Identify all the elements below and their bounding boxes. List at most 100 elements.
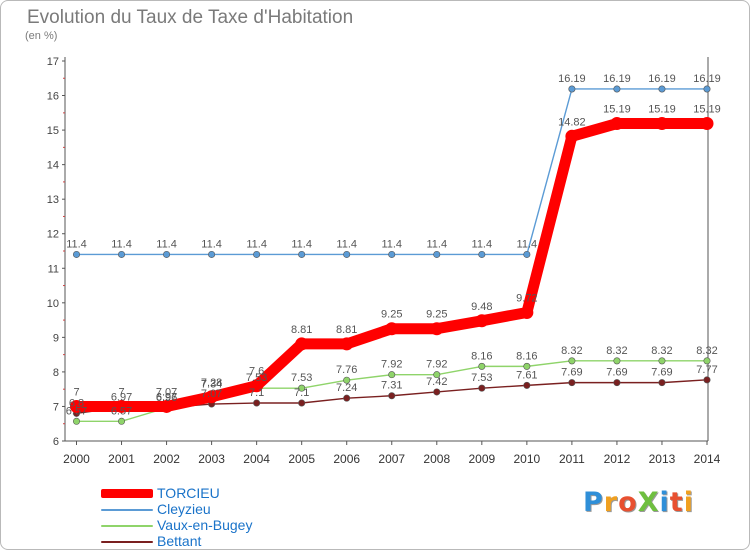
y-tick-label: 10 (47, 298, 59, 310)
data-label-torcieu: 9.72 (516, 292, 537, 304)
data-label-cleyzieu: 16.19 (603, 73, 631, 85)
data-label-torcieu: 15.19 (648, 104, 676, 116)
data-label-bettant: 6.8 (69, 397, 84, 409)
data-label-cleyzieu: 11.4 (201, 238, 222, 250)
data-label-torcieu: 8.81 (336, 324, 357, 336)
data-label-bettant: 7.53 (471, 372, 492, 384)
data-label-vaux-en-bugey: 7.53 (291, 372, 312, 384)
data-point-vaux-en-bugey (388, 371, 396, 379)
legend-label: TORCIEU (157, 485, 220, 501)
data-point-vaux-en-bugey (703, 357, 711, 365)
data-point-cleyzieu (73, 250, 81, 258)
data-label-torcieu: 8.81 (291, 324, 312, 336)
data-label-bettant: 7.42 (426, 376, 447, 388)
y-tick-label: 15 (47, 125, 59, 137)
data-point-cleyzieu (298, 250, 306, 258)
data-label-vaux-en-bugey: 8.16 (516, 350, 537, 362)
point-layer (70, 85, 714, 425)
data-label-bettant: 7.31 (381, 380, 402, 392)
data-point-cleyzieu (478, 250, 486, 258)
data-point-torcieu (205, 390, 219, 404)
data-label-bettant: 7.77 (696, 364, 717, 376)
data-point-torcieu (250, 379, 264, 393)
data-label-bettant: 6.97 (156, 391, 177, 403)
data-point-vaux-en-bugey (433, 371, 441, 379)
data-label-vaux-en-bugey: 7.92 (426, 359, 447, 371)
data-label-cleyzieu: 11.4 (291, 238, 312, 250)
data-point-vaux-en-bugey (523, 362, 531, 370)
data-point-vaux-en-bugey (568, 357, 576, 365)
x-tick-label: 2011 (559, 452, 585, 466)
data-label-vaux-en-bugey: 8.32 (696, 345, 717, 357)
data-label-torcieu: 9.25 (426, 309, 447, 321)
x-tick-label: 2002 (153, 452, 180, 466)
data-label-torcieu: 15.19 (603, 104, 631, 116)
data-point-torcieu (160, 399, 174, 413)
data-label-cleyzieu: 11.4 (517, 238, 538, 250)
data-point-torcieu (520, 305, 534, 319)
chart-title: Evolution du Taux de Taxe d'Habitation (27, 7, 354, 28)
data-label-torcieu: 7 (118, 386, 124, 398)
data-label-vaux-en-bugey: 8.32 (651, 345, 672, 357)
data-point-bettant (703, 376, 711, 384)
data-point-cleyzieu (163, 250, 171, 258)
data-label-cleyzieu: 11.4 (111, 238, 132, 250)
data-point-cleyzieu (613, 85, 621, 93)
x-tick-label: 2003 (198, 452, 225, 466)
data-point-torcieu (385, 322, 399, 336)
logo-letter: i (659, 487, 670, 518)
legend-label: Cleyzieu (157, 501, 211, 517)
data-label-vaux-en-bugey: 6.57 (111, 405, 132, 417)
data-point-bettant (343, 394, 351, 402)
data-label-bettant: 7.69 (561, 367, 582, 379)
legend-label: Vaux-en-Bugey (157, 517, 253, 533)
data-label-torcieu: 14.82 (558, 116, 586, 128)
x-tick-label: 2013 (649, 452, 676, 466)
legend-item-torcieu: TORCIEU (101, 485, 321, 501)
logo-letter: P (583, 487, 604, 518)
data-label-bettant: 7.24 (336, 382, 357, 394)
legend: TORCIEU Cleyzieu Vaux-en-Bugey Bettant (101, 485, 321, 549)
data-point-bettant (298, 399, 306, 407)
logo-letter: o (618, 487, 638, 518)
data-point-bettant (613, 379, 621, 387)
data-point-cleyzieu (433, 250, 441, 258)
data-label-vaux-en-bugey: 6.57 (66, 405, 87, 417)
data-label-vaux-en-bugey: 7.76 (336, 364, 357, 376)
y-tick-label: 7 (53, 401, 59, 413)
data-point-bettant (388, 392, 396, 400)
data-label-bettant: 7.69 (606, 367, 627, 379)
logo-letter: i (683, 487, 694, 518)
data-label-bettant: 7.61 (516, 369, 537, 381)
x-tick-label: 2006 (333, 452, 360, 466)
data-label-bettant: 7.1 (249, 387, 264, 399)
data-label-cleyzieu: 11.4 (156, 238, 177, 250)
data-label-vaux-en-bugey: 8.32 (561, 345, 582, 357)
data-point-cleyzieu (658, 85, 666, 93)
data-point-vaux-en-bugey (73, 417, 81, 425)
logo-letter: r (603, 487, 619, 518)
data-label-cleyzieu: 11.4 (246, 238, 267, 250)
data-point-bettant (253, 399, 261, 407)
x-tick-label: 2010 (514, 452, 541, 466)
y-tick-label: 11 (48, 263, 59, 275)
data-point-bettant (658, 379, 666, 387)
legend-item-vaux-en-bugey: Vaux-en-Bugey (101, 517, 321, 533)
data-point-torcieu (430, 322, 444, 336)
data-point-vaux-en-bugey (298, 384, 306, 392)
x-tick-label: 2012 (604, 452, 631, 466)
data-label-bettant: 7.07 (201, 388, 222, 400)
logo-letter: t (669, 487, 684, 518)
data-point-torcieu (655, 117, 669, 131)
data-label-torcieu: 7.07 (156, 386, 177, 398)
x-tick-label: 2007 (378, 452, 405, 466)
data-label-cleyzieu: 16.19 (558, 73, 586, 85)
data-point-vaux-en-bugey (658, 357, 666, 365)
data-label-torcieu: 15.19 (693, 104, 721, 116)
data-label-torcieu: 7.28 (201, 377, 222, 389)
data-point-cleyzieu (568, 85, 576, 93)
x-tick-label: 2000 (63, 452, 90, 466)
data-point-torcieu (340, 337, 354, 351)
legend-swatch (101, 489, 153, 498)
